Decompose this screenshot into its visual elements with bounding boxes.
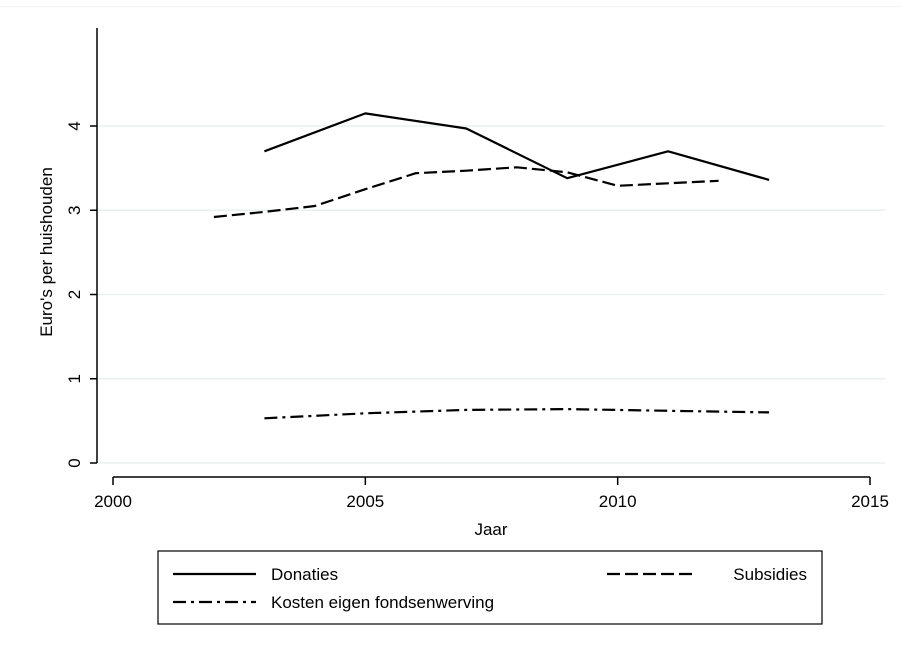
axes	[96, 28, 870, 478]
y-tick-label: 0	[65, 458, 84, 467]
series-line-3	[264, 408, 770, 420]
x-axis-title: Jaar	[474, 520, 507, 539]
x-tick-label: 2010	[599, 492, 637, 511]
legend-label-3: Kosten eigen fondsenwerving	[271, 593, 494, 612]
y-tick-label: 4	[65, 121, 84, 130]
series-lines	[213, 112, 770, 420]
gridlines	[97, 125, 885, 464]
legend-box	[157, 550, 823, 625]
x-tick-label: 2005	[346, 492, 384, 511]
series-line-1	[264, 112, 770, 181]
legend-label-1: Donaties	[271, 565, 338, 584]
x-tick-label: 2015	[851, 492, 889, 511]
y-tick-label: 2	[65, 290, 84, 299]
y-axis-title: Euro's per huishouden	[37, 167, 56, 337]
legend: Donaties Subsidies Kosten eigen fondsenwer…	[157, 550, 823, 625]
x-ticks: 2000 2005 2010 2015	[94, 477, 889, 511]
y-ticks: 0 1 2 3 4	[65, 121, 97, 468]
x-tick-label: 2000	[94, 492, 132, 511]
y-tick-label: 3	[65, 206, 84, 215]
legend-label-2: Subsidies	[733, 565, 807, 584]
y-tick-label: 1	[65, 374, 84, 383]
series-line-2	[213, 166, 719, 219]
top-edge-strip	[0, 0, 901, 7]
